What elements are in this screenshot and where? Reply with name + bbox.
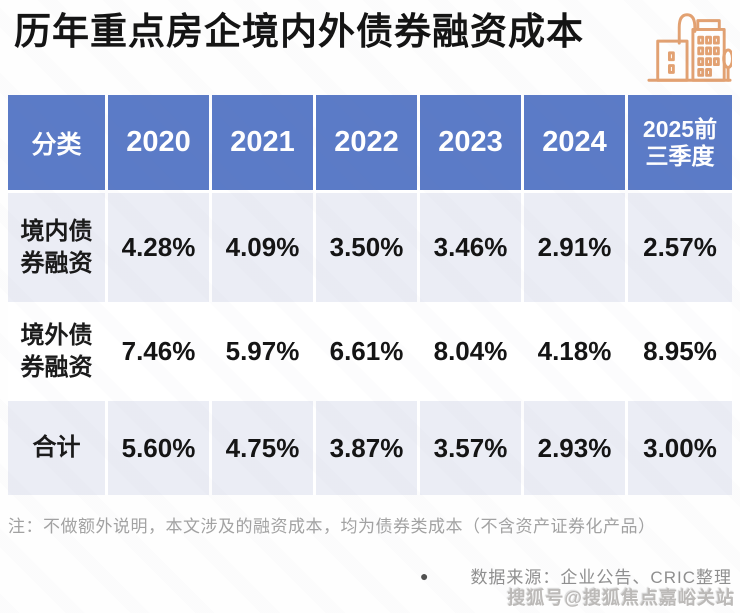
- value-cell: 2.57%: [628, 193, 732, 302]
- row-label-total: 合计: [8, 401, 105, 495]
- page-title: 历年重点房企境内外债券融资成本: [14, 11, 584, 52]
- data-source-text: 数据来源：企业公告、CRIC整理: [470, 568, 732, 587]
- value-cell: 5.97%: [212, 305, 313, 398]
- header-cell-category: 分类: [8, 95, 105, 190]
- source-row: ● 数据来源：企业公告、CRIC整理: [0, 563, 732, 588]
- financing-cost-table: 分类 2020 2021 2022 2023 2024 2025前三季度 境内债…: [8, 95, 732, 495]
- header-cell-2021: 2021: [212, 95, 313, 190]
- value-cell: 7.46%: [108, 305, 209, 398]
- footnote: 注：不做额外说明，本文涉及的融资成本，均为债券类成本（不含资产证券化产品）: [8, 517, 656, 536]
- value-cell: 3.87%: [316, 401, 417, 495]
- value-cell: 8.04%: [420, 305, 521, 398]
- header-cell-2023: 2023: [420, 95, 521, 190]
- sohu-watermark: 搜狐号@搜狐焦点嘉峪关站: [507, 588, 735, 608]
- header-cell-2024: 2024: [524, 95, 625, 190]
- value-cell: 4.09%: [212, 193, 313, 302]
- value-cell: 4.18%: [524, 305, 625, 398]
- value-cell: 2.93%: [524, 401, 625, 495]
- value-cell: 4.28%: [108, 193, 209, 302]
- row-label-domestic: 境内债券融资: [8, 193, 105, 302]
- value-cell: 6.61%: [316, 305, 417, 398]
- row-label-overseas: 境外债券融资: [8, 305, 105, 398]
- value-cell: 3.50%: [316, 193, 417, 302]
- value-cell: 8.95%: [628, 305, 732, 398]
- header-cell-2020: 2020: [108, 95, 209, 190]
- value-cell: 4.75%: [212, 401, 313, 495]
- header-cell-2025q3: 2025前三季度: [628, 95, 732, 190]
- value-cell: 3.00%: [628, 401, 732, 495]
- bullet-icon: ●: [419, 567, 429, 584]
- value-cell: 3.46%: [420, 193, 521, 302]
- value-cell: 5.60%: [108, 401, 209, 495]
- header-cell-2022: 2022: [316, 95, 417, 190]
- buildings-icon: [647, 13, 732, 82]
- value-cell: 2.91%: [524, 193, 625, 302]
- value-cell: 3.57%: [420, 401, 521, 495]
